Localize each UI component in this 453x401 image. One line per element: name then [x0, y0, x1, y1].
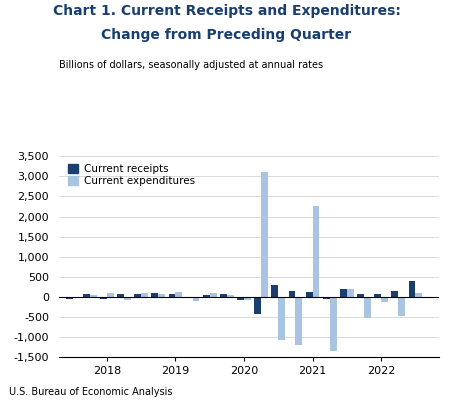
Bar — [72, 297, 79, 298]
Bar — [203, 295, 210, 297]
Bar — [415, 293, 422, 297]
Bar — [151, 293, 158, 297]
Text: U.S. Bureau of Economic Analysis: U.S. Bureau of Economic Analysis — [9, 387, 173, 397]
Bar — [381, 297, 388, 302]
Bar — [295, 297, 302, 345]
Bar — [169, 294, 175, 297]
Legend: Current receipts, Current expenditures: Current receipts, Current expenditures — [68, 164, 195, 186]
Bar — [244, 297, 251, 300]
Bar — [409, 281, 415, 297]
Bar — [193, 297, 199, 301]
Bar — [134, 294, 141, 297]
Bar — [237, 297, 244, 300]
Bar — [141, 293, 148, 297]
Text: Chart 1. Current Receipts and Expenditures:: Chart 1. Current Receipts and Expenditur… — [53, 4, 400, 18]
Bar — [323, 297, 330, 299]
Bar — [227, 295, 234, 297]
Bar — [306, 292, 313, 297]
Bar — [347, 289, 354, 297]
Bar — [289, 291, 295, 297]
Bar — [175, 292, 182, 297]
Bar — [254, 297, 261, 314]
Bar — [271, 285, 278, 297]
Bar — [83, 294, 90, 297]
Bar — [313, 206, 319, 297]
Bar — [124, 297, 131, 300]
Bar — [364, 297, 371, 318]
Bar — [210, 293, 217, 297]
Bar — [374, 294, 381, 297]
Bar — [391, 291, 398, 297]
Bar — [90, 295, 96, 297]
Text: Billions of dollars, seasonally adjusted at annual rates: Billions of dollars, seasonally adjusted… — [59, 60, 323, 70]
Bar — [117, 294, 124, 297]
Bar — [357, 294, 364, 297]
Bar — [220, 294, 227, 297]
Bar — [158, 294, 165, 297]
Bar — [66, 297, 72, 299]
Bar — [330, 297, 337, 351]
Bar — [261, 172, 268, 297]
Text: Change from Preceding Quarter: Change from Preceding Quarter — [101, 28, 352, 42]
Bar — [107, 293, 114, 297]
Bar — [398, 297, 405, 316]
Bar — [186, 297, 193, 298]
Bar — [340, 289, 347, 297]
Bar — [278, 297, 285, 340]
Bar — [100, 297, 107, 299]
